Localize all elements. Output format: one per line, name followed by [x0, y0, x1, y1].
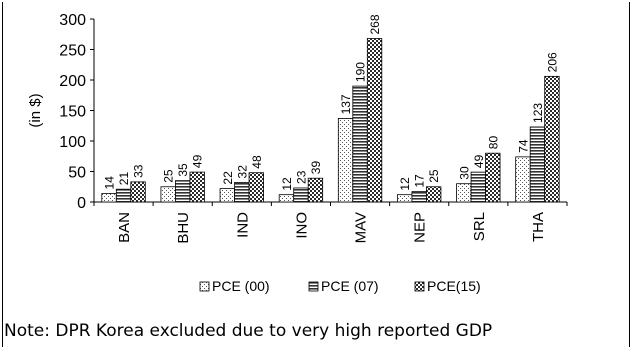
bar: [544, 75, 560, 203]
legend-label: PCE (00): [212, 278, 270, 294]
x-tick-label: IND: [234, 212, 251, 238]
data-label: 23: [294, 170, 308, 184]
x-tick-label: BHU: [175, 212, 192, 244]
x-tick-label: THA: [530, 212, 547, 242]
y-tick-label: 100: [59, 134, 86, 151]
data-label: 12: [398, 177, 412, 191]
bar: [293, 187, 309, 203]
x-tick-label: SRL: [471, 212, 488, 241]
x-tick-label: MAV: [353, 212, 370, 243]
footnote: Note: DPR Korea excluded due to very hig…: [4, 321, 493, 341]
bar: [426, 186, 442, 203]
data-label: 123: [531, 103, 545, 123]
y-tick-label: 0: [77, 195, 86, 212]
legend-label: PCE(15): [427, 278, 481, 294]
data-label: 39: [309, 161, 323, 175]
bar: [456, 183, 472, 203]
data-label: 25: [162, 169, 176, 183]
data-label: 49: [191, 154, 205, 168]
legend-swatch: [199, 281, 210, 292]
legend-swatch: [414, 281, 425, 292]
data-label: 17: [413, 174, 427, 188]
bar: [352, 85, 368, 203]
y-tick-label: 150: [59, 104, 86, 121]
data-label: 30: [457, 166, 471, 180]
x-tick-label: INO: [293, 212, 310, 239]
bar: [411, 191, 427, 203]
bar: [115, 188, 132, 203]
bar: [175, 180, 191, 203]
bar: [366, 38, 383, 203]
x-tick-label: BAN: [116, 212, 133, 243]
data-label: 190: [354, 62, 368, 82]
data-label: 25: [427, 169, 441, 183]
data-label: 137: [339, 94, 353, 114]
bar: [470, 171, 486, 203]
bar: [234, 182, 250, 203]
data-label: 33: [132, 164, 146, 178]
data-label: 22: [221, 171, 235, 185]
data-label: 12: [280, 177, 294, 191]
data-label: 32: [235, 165, 249, 179]
legend-label: PCE (07): [321, 278, 379, 294]
y-axis-label: (in $): [27, 93, 44, 127]
bar: [130, 181, 146, 203]
bar: [219, 188, 235, 203]
data-label: 21: [117, 172, 131, 186]
bar: [485, 152, 501, 203]
y-tick-label: 250: [59, 43, 86, 60]
data-label: 74: [516, 139, 530, 153]
bar: [101, 193, 117, 203]
legend-swatch: [308, 281, 319, 292]
legend: PCE (00) PCE (07) PCE(15): [199, 278, 481, 294]
bar: [160, 186, 176, 203]
bar: [515, 156, 531, 203]
y-tick-label: 50: [68, 165, 86, 182]
y-tick-label: 300: [59, 12, 86, 29]
y-tick-label: 200: [59, 73, 86, 90]
data-label: 48: [250, 155, 264, 169]
data-label: 268: [368, 14, 382, 34]
bars: [101, 38, 560, 203]
axes: 0 50 100 150 200 250 300 (in $): [27, 12, 568, 212]
bar: [248, 172, 264, 203]
data-label: 35: [176, 163, 190, 177]
bar: [529, 126, 546, 203]
bar: [278, 194, 295, 203]
data-label: 206: [545, 52, 559, 72]
x-tick-label: NEP: [412, 212, 429, 243]
bar: [337, 118, 354, 203]
bar: [397, 194, 413, 203]
data-label: 80: [486, 136, 500, 150]
bar: [307, 177, 324, 203]
data-label: 49: [472, 154, 486, 168]
data-label: 14: [103, 176, 117, 190]
bar: [189, 171, 205, 203]
